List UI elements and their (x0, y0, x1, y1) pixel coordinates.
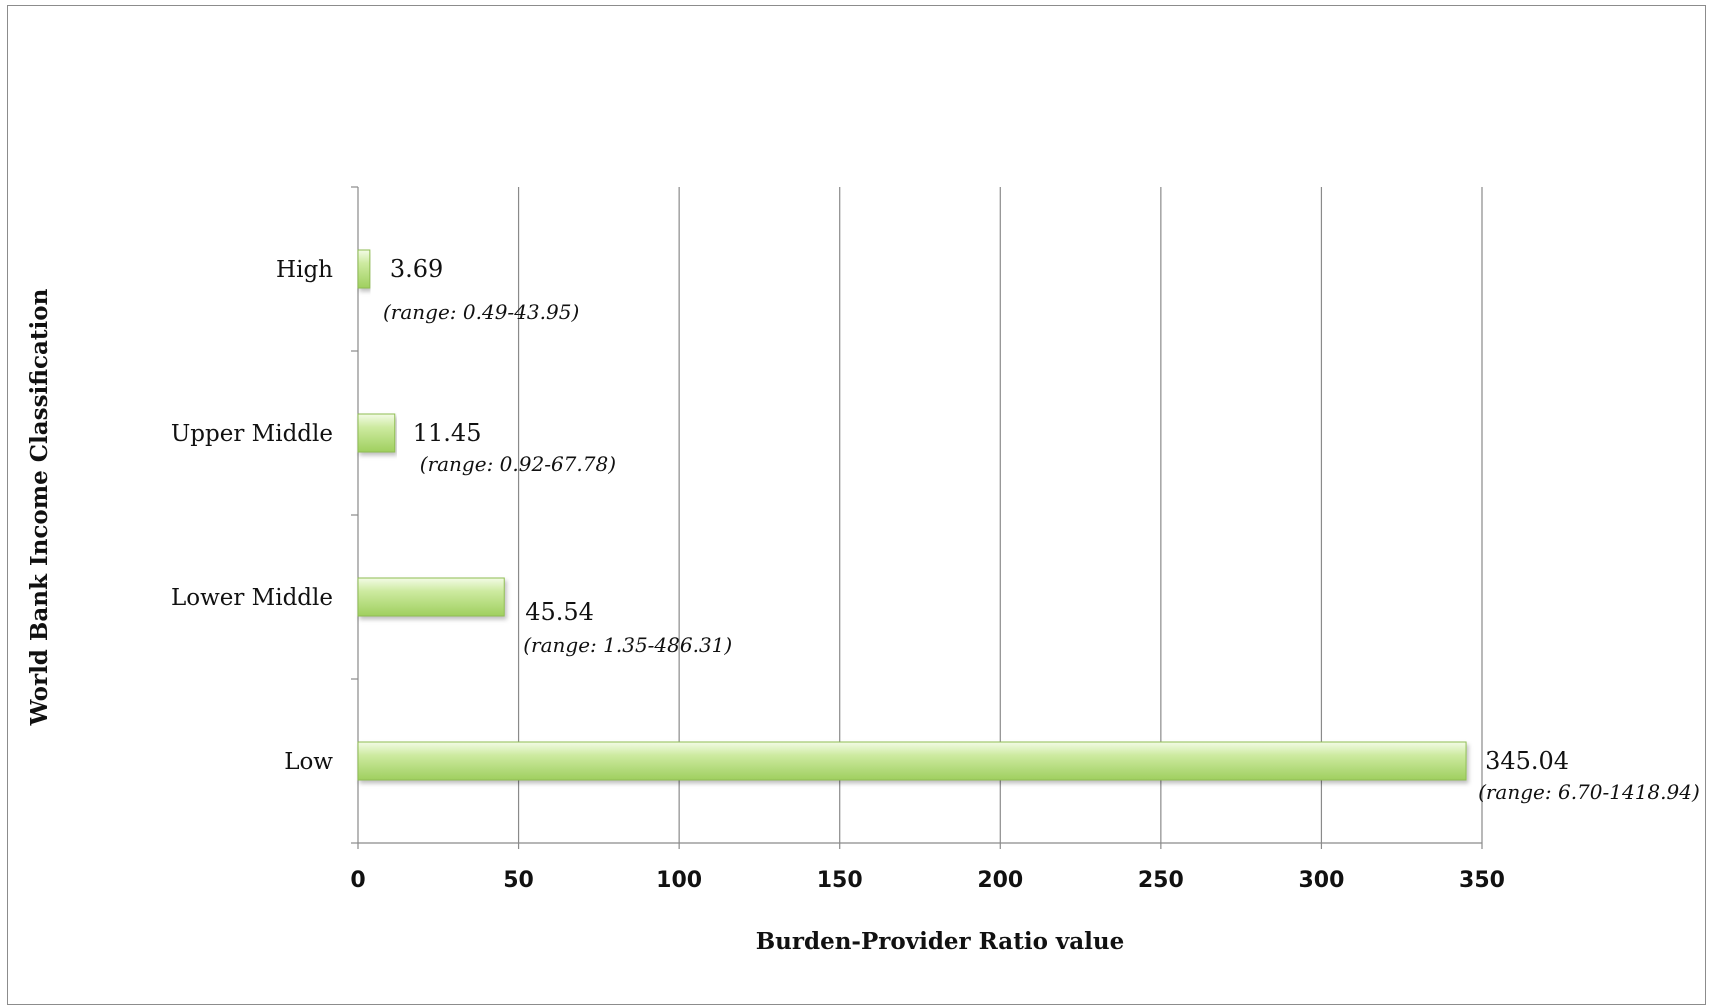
gridlines (517, 187, 1483, 843)
bar-high (357, 249, 371, 289)
category-label: Low (284, 749, 333, 775)
x-tick-label-0: 0 (350, 868, 365, 893)
data-label-range: (range: 0.49-43.95) (383, 300, 579, 324)
x-axis-title: Burden-Provider Ratio value (756, 928, 1125, 955)
axes (351, 186, 1483, 849)
data-label-value: 45.54 (525, 598, 594, 626)
data-label-range: (range: 6.70-1418.94) (1478, 780, 1700, 804)
category-label: Lower Middle (171, 585, 333, 611)
bar-upper-middle (357, 413, 396, 453)
x-tick-label-50: 50 (503, 868, 534, 893)
data-label-value: 345.04 (1485, 747, 1569, 775)
data-label-value: 3.69 (390, 255, 443, 283)
category-label: High (276, 257, 333, 283)
x-tick-label-300: 300 (1298, 868, 1344, 893)
labels: 0 50 100 150 200 250 300 350 High 3.69 (range: 0.4… (171, 255, 1700, 893)
y-axis-title: World Bank Income Classification (26, 288, 53, 726)
x-tick-label-200: 200 (977, 868, 1023, 893)
data-label-range: (range: 0.92-67.78) (420, 452, 616, 476)
x-tick-label-100: 100 (656, 868, 702, 893)
x-tick-label-250: 250 (1138, 868, 1184, 893)
data-label-value: 11.45 (413, 419, 482, 447)
x-tick-label-150: 150 (817, 868, 863, 893)
category-label: Upper Middle (171, 421, 333, 447)
bars (357, 249, 1467, 781)
data-label-range: (range: 1.35-486.31) (523, 633, 732, 657)
bar-low (357, 741, 1467, 781)
x-tick-label-350: 350 (1459, 868, 1505, 893)
bar-lower-middle (357, 577, 505, 617)
bar-chart: 0 50 100 150 200 250 300 350 High 3.69 (range: 0.4… (26, 186, 1700, 955)
